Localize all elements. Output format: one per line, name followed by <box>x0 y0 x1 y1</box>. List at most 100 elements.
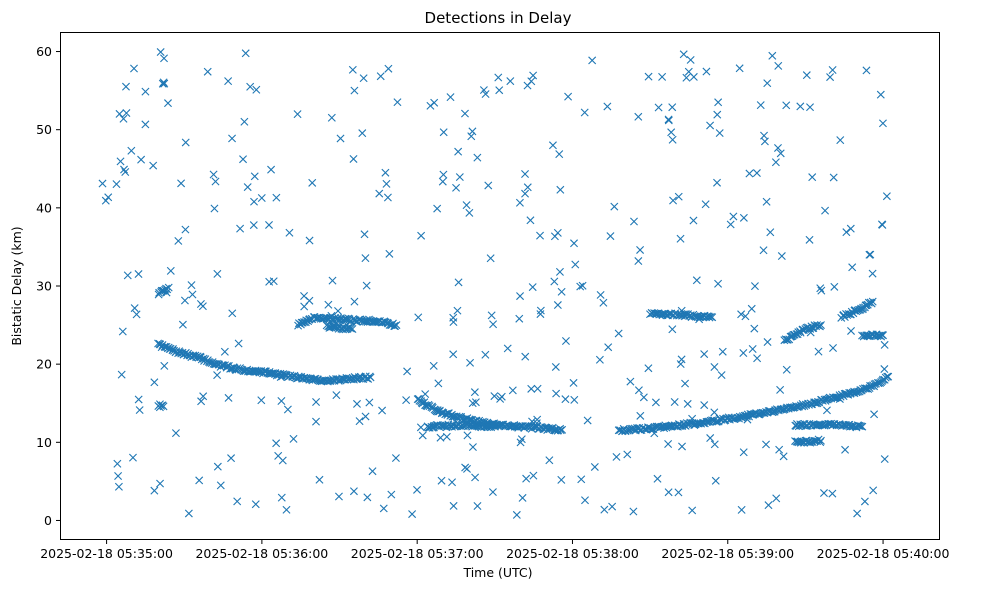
data-point <box>739 349 748 357</box>
x-axis-label: Time (UTC) <box>462 565 532 580</box>
data-point <box>159 78 168 87</box>
data-point <box>708 416 717 425</box>
data-point <box>251 500 260 509</box>
data-point <box>216 481 225 490</box>
data-point <box>879 331 888 340</box>
data-point <box>527 384 536 393</box>
data-point <box>446 93 455 102</box>
data-point <box>211 177 220 186</box>
data-point <box>114 472 123 481</box>
data-point <box>710 408 719 417</box>
data-point <box>763 338 772 347</box>
data-point <box>234 339 243 348</box>
data-point <box>195 476 204 485</box>
data-point <box>816 436 825 445</box>
data-point <box>434 379 443 388</box>
data-point <box>243 183 252 192</box>
data-point <box>747 304 756 313</box>
data-point <box>257 396 266 405</box>
data-point <box>802 71 811 80</box>
data-point <box>710 363 719 372</box>
data-point <box>121 168 130 176</box>
data-point <box>365 398 374 407</box>
data-point <box>828 66 837 74</box>
data-point <box>756 101 765 110</box>
data-point <box>362 281 371 290</box>
data-point <box>750 324 759 333</box>
data-point <box>239 155 248 164</box>
data-point <box>267 369 276 378</box>
data-point <box>674 488 683 497</box>
data-point <box>711 476 720 485</box>
data-point <box>763 79 772 88</box>
data-point <box>806 103 815 112</box>
data-point <box>667 128 676 137</box>
data-point <box>526 216 535 225</box>
data-point <box>490 422 499 431</box>
data-point <box>518 493 527 502</box>
data-point <box>808 173 817 182</box>
data-point <box>312 417 320 426</box>
data-point <box>308 178 317 187</box>
data-point <box>228 134 237 143</box>
data-point <box>332 391 341 400</box>
data-point <box>610 202 619 211</box>
data-point <box>349 154 358 163</box>
data-point <box>494 73 503 82</box>
data-point <box>376 72 385 81</box>
data-point <box>677 306 686 315</box>
data-point <box>150 378 159 387</box>
data-point <box>828 489 837 498</box>
data-point <box>715 129 724 138</box>
data-point <box>714 279 723 288</box>
data-point <box>328 322 337 331</box>
data-point <box>375 189 384 198</box>
data-point <box>714 98 723 107</box>
data-point <box>149 161 158 170</box>
data-point <box>737 505 746 514</box>
data-point <box>327 311 336 320</box>
x-tick-label: 2025-02-18 05:40:00 <box>817 546 950 561</box>
data-point <box>555 150 564 159</box>
data-point <box>289 434 298 443</box>
data-point <box>523 183 532 192</box>
y-tick-label: 10 <box>36 435 52 450</box>
data-point <box>819 489 828 498</box>
data-point <box>285 228 294 237</box>
data-point <box>336 134 345 143</box>
data-point <box>822 406 831 415</box>
data-point <box>334 306 343 315</box>
data-point <box>830 282 839 291</box>
data-point <box>252 85 261 94</box>
data-point <box>692 276 701 285</box>
data-point <box>181 138 190 147</box>
data-point <box>713 178 722 187</box>
data-point <box>527 77 536 86</box>
data-point <box>408 510 417 519</box>
data-point <box>224 77 233 86</box>
data-point <box>700 401 709 410</box>
data-point <box>241 49 250 58</box>
data-point <box>571 260 580 269</box>
data-point <box>550 277 559 286</box>
data-point <box>436 433 445 442</box>
data-point <box>653 474 662 483</box>
data-point <box>556 424 565 433</box>
data-point <box>315 475 324 484</box>
data-point <box>429 361 438 370</box>
y-tick-label: 0 <box>44 513 52 528</box>
data-point <box>348 324 357 333</box>
data-point <box>532 419 541 428</box>
y-tick-label: 60 <box>36 44 52 59</box>
data-point <box>561 395 570 404</box>
data-point <box>104 193 113 202</box>
data-point <box>775 445 784 454</box>
data-point <box>257 193 266 202</box>
data-point <box>471 473 480 482</box>
data-point <box>623 450 632 459</box>
data-point <box>570 239 579 248</box>
data-point <box>421 390 430 399</box>
data-point <box>353 399 361 408</box>
data-point <box>866 250 875 259</box>
data-point <box>735 412 744 421</box>
